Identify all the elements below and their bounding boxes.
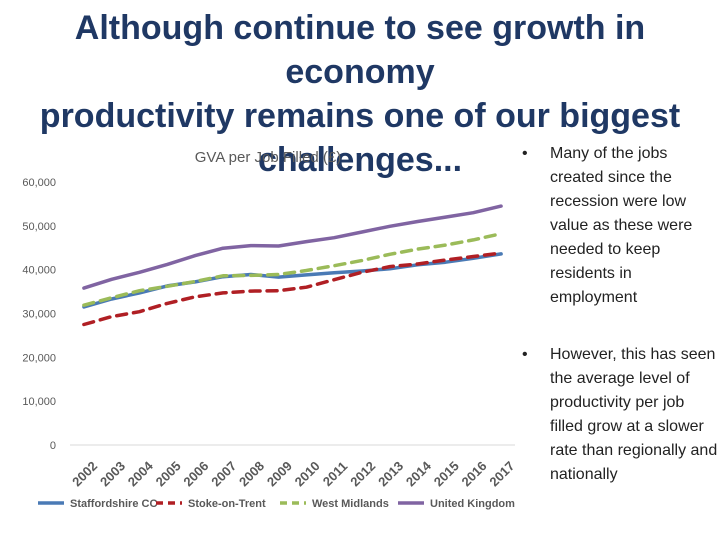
bullet-dot: • [522,346,528,363]
x-tick-label: 2003 [97,458,128,489]
slide-title: Although continue to see growth in econo… [39,9,681,179]
x-tick-label: 2007 [208,458,239,489]
bullet-text: However, this has seen the average level… [550,346,718,483]
x-tick-label: 2009 [264,458,295,489]
x-tick-label: 2011 [320,459,351,490]
series-line-west-midlands [82,231,503,307]
bullet-item: • However, this has seen the average lev… [520,343,718,487]
x-tick-label: 2010 [292,458,323,489]
x-tick-label: 2008 [236,458,267,489]
x-tick-label: 2015 [431,458,462,489]
x-tick-label: 2013 [375,458,406,489]
chart-canvas: GVA per Job Filled (£) 0 10,000 20,000 30,00… [22,149,517,510]
bullet-list: • Many of the jobs created since the rec… [520,142,718,520]
series-line-united-kingdom [82,204,503,290]
x-tick-label: 2017 [486,458,517,489]
legend-label: West Midlands [312,498,389,510]
y-tick-label: 0 [50,440,56,452]
bullet-dot: • [522,145,528,162]
x-tick-label: 2012 [347,458,378,489]
x-tick-label: 2005 [153,458,184,489]
x-tick-label: 2006 [180,458,211,489]
y-tick-label: 50,000 [22,221,56,233]
y-tick-label: 40,000 [22,265,56,277]
legend-label: Staffordshire CC [70,498,157,510]
bullet-text: Many of the jobs created since the reces… [550,145,693,306]
x-tick-label: 2016 [459,458,490,489]
x-tick-label: 2002 [69,458,100,489]
legend-label: United Kingdom [430,498,515,510]
y-tick-label: 20,000 [22,352,56,364]
x-tick-label: 2014 [403,458,435,490]
series-line-stoke-on-trent [82,251,503,327]
x-tick-label: 2004 [125,458,157,490]
legend-label: Stoke-on-Trent [188,498,266,510]
y-tick-label: 10,000 [22,396,56,408]
chart-title: GVA per Job Filled (£) [195,149,341,166]
y-tick-label: 30,000 [22,309,56,321]
y-tick-label: 60,000 [22,177,56,189]
gva-chart: GVA per Job Filled (£) 0 10,000 20,000 30,00… [0,140,530,520]
bullet-item: • Many of the jobs created since the rec… [520,142,718,310]
